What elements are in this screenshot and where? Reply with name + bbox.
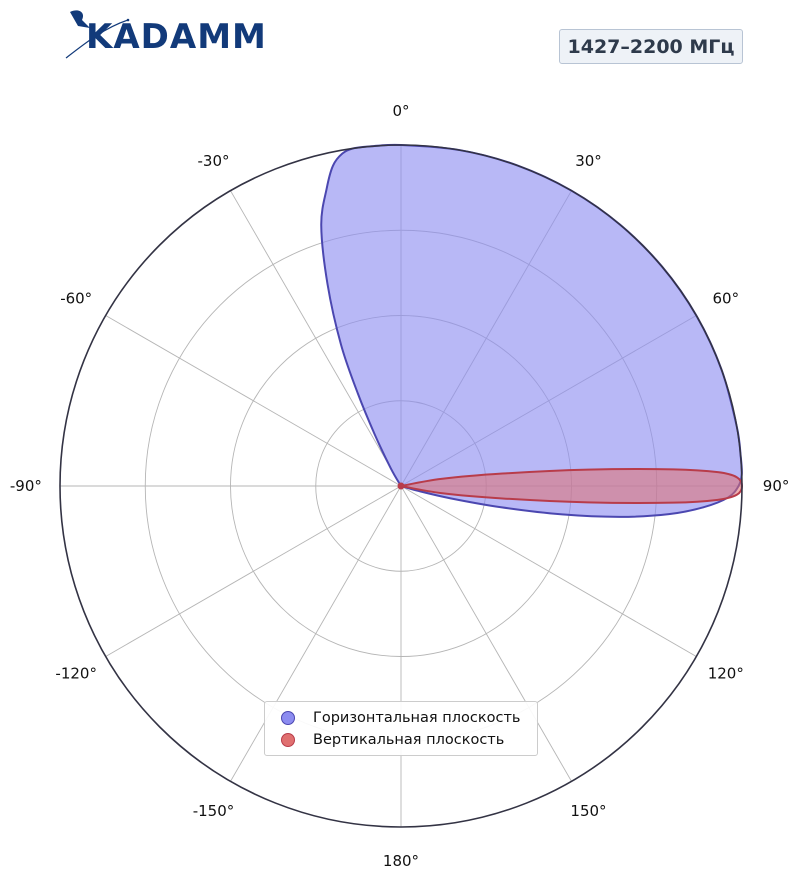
angular-gridline — [230, 190, 402, 487]
legend-marker-vertical — [281, 733, 295, 747]
angular-gridline — [105, 485, 402, 657]
angular-gridline — [400, 485, 697, 657]
angle-tick-label: -60° — [60, 289, 92, 307]
outer-ring — [59, 144, 743, 828]
origin-marker — [397, 482, 405, 490]
angle-tick-label: 60° — [713, 289, 740, 307]
angular-gridline — [105, 315, 402, 487]
logo-text: KADAMM — [86, 17, 267, 57]
angular-gridline — [230, 485, 402, 782]
angle-tick-label: 90° — [763, 477, 790, 495]
legend-marker-horizontal — [281, 711, 295, 725]
angle-tick-label: 0° — [392, 102, 409, 120]
angle-tick-label: 120° — [708, 665, 744, 683]
series-horizontal-area — [320, 143, 743, 518]
legend-label-vertical: Вертикальная плоскость — [313, 732, 505, 748]
kadamm-logo: KADAMM — [64, 6, 267, 62]
angle-tick-label: -90° — [10, 477, 42, 495]
angle-ticks: 0° 30° 60° 90° 120° 150° 180° -150° -120° -90° -60… — [10, 102, 789, 870]
legend-item-vertical: Вертикальная плоскость — [281, 730, 504, 750]
angle-tick-label: 30° — [575, 152, 602, 170]
angle-tick-label: -30° — [198, 152, 230, 170]
angle-tick-label: 180° — [383, 852, 419, 870]
angle-tick-label: 150° — [570, 802, 606, 820]
angular-gridline — [400, 485, 572, 782]
legend-label-horizontal: Горизонтальная плоскость — [313, 710, 521, 726]
logo-swoosh-icon — [65, 10, 130, 59]
angle-tick-label: -150° — [193, 802, 235, 820]
legend: Горизонтальная плоскость Вертикальная пл… — [264, 701, 538, 756]
frequency-badge: 1427–2200 МГц — [559, 29, 743, 64]
series-layer — [320, 143, 743, 518]
legend-item-horizontal: Горизонтальная плоскость — [281, 708, 520, 728]
angle-tick-label: -120° — [55, 665, 97, 683]
